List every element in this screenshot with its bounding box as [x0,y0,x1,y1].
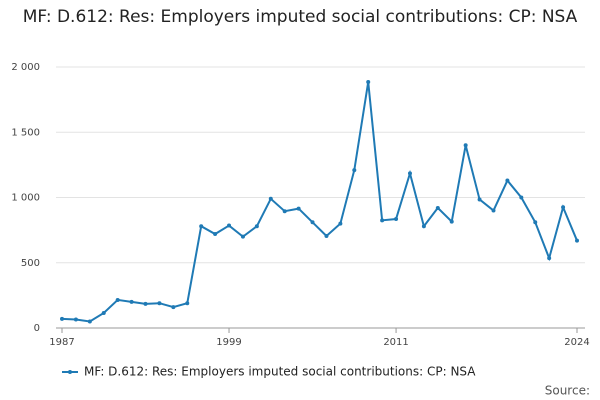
point [310,220,315,225]
legend-label: MF: D.612: Res: Employers imputed social… [84,365,476,379]
chart-title: MF: D.612: Res: Employers imputed social… [22,7,578,27]
point [282,209,287,214]
point [324,233,329,238]
point [463,143,468,148]
point [561,205,566,210]
point [171,305,176,310]
point [129,299,134,304]
point [421,224,426,229]
y-tick-label: 0 [34,323,40,334]
point [533,220,538,225]
point [505,178,510,183]
point [143,301,148,306]
point [87,319,92,324]
point [394,217,399,222]
point [575,238,579,243]
point [407,171,412,176]
point [352,168,357,173]
point [115,297,120,302]
point [227,223,232,228]
source: Source: [545,384,590,398]
point [240,234,245,239]
point [380,218,385,223]
point [449,219,454,224]
point [73,317,78,322]
point [547,256,552,261]
point [157,301,162,306]
point [268,196,273,201]
point [296,206,301,211]
point [101,310,106,315]
series-line [61,81,578,323]
y-tick-label: 1 500 [11,127,40,138]
point [366,80,371,85]
point [185,301,190,306]
y-tick-label: 2 000 [11,62,40,73]
x-tick-label: 1999 [216,337,241,348]
y-tick-label: 500 [21,258,40,269]
point [60,316,64,321]
point [199,224,204,229]
x-tick-label: 2011 [383,337,408,348]
point [477,197,482,202]
legend-marker [68,370,72,374]
point [435,205,440,210]
x-tick-label: 1987 [49,337,74,348]
point [338,221,343,226]
y-tick-label: 1 000 [11,193,40,204]
point [213,232,218,237]
point [254,224,259,229]
point [491,208,496,213]
x-tick-label: 2024 [564,337,589,348]
point [519,195,524,200]
